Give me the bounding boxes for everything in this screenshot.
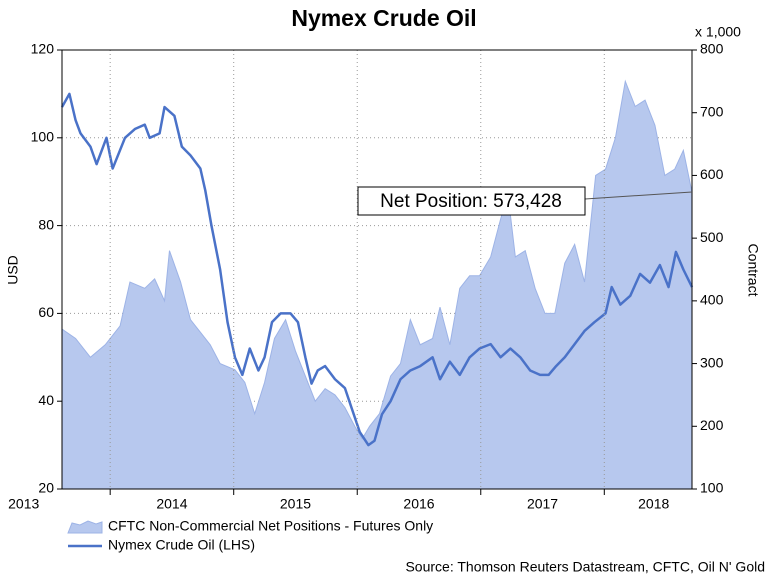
source: Source: Thomson Reuters Datastream, CFTC… (405, 559, 765, 575)
data (60, 79, 694, 490)
axes: 20 40 60 80 100 120 100 200 300 400 500 600 700 800 20… (8, 41, 723, 553)
x-tick-label: 2017 (527, 496, 558, 512)
annotation: Net Position: 573,428 (380, 191, 562, 212)
y2-tick-label: 800 (700, 41, 724, 57)
y2-tick-label: 600 (700, 166, 724, 182)
y2-tick-label: 100 (700, 480, 724, 496)
legend-label: CFTC Non-Commercial Net Positions - Futu… (108, 518, 433, 534)
plot-frame (61, 49, 693, 490)
y2-axis-label: Contract (745, 244, 761, 297)
y-tick-label: 40 (38, 392, 54, 408)
y-tick-label: 80 (38, 216, 54, 232)
x-tick-label: 2013 (8, 496, 39, 512)
x-tick-label: 2018 (638, 496, 669, 512)
y-axis-label: USD (5, 255, 21, 285)
y2-tick-label: 700 (700, 103, 724, 119)
x-tick-label: 2016 (403, 496, 434, 512)
x-tick-label: 2014 (156, 496, 187, 512)
legend-swatch (67, 520, 103, 534)
chart-title: Nymex Crude Oil (291, 5, 476, 31)
y2-tick-label: 200 (700, 417, 724, 433)
y-tick-label: 120 (31, 41, 55, 57)
area (61, 79, 693, 490)
y2-tick-label: 300 (700, 354, 724, 370)
y2-unit: x 1,000 (695, 24, 741, 40)
y2-tick-label: 500 (700, 229, 724, 245)
annotation-box (357, 186, 586, 216)
y-tick-label: 20 (38, 480, 54, 496)
legend-label: Nymex Crude Oil (LHS) (108, 537, 255, 553)
annotation-leader (584, 191, 693, 200)
y-tick-label: 60 (38, 304, 54, 320)
x-tick-label: 2015 (280, 496, 311, 512)
line (60, 92, 694, 447)
y2-tick-label: 400 (700, 292, 724, 308)
y-tick-label: 100 (31, 129, 55, 145)
